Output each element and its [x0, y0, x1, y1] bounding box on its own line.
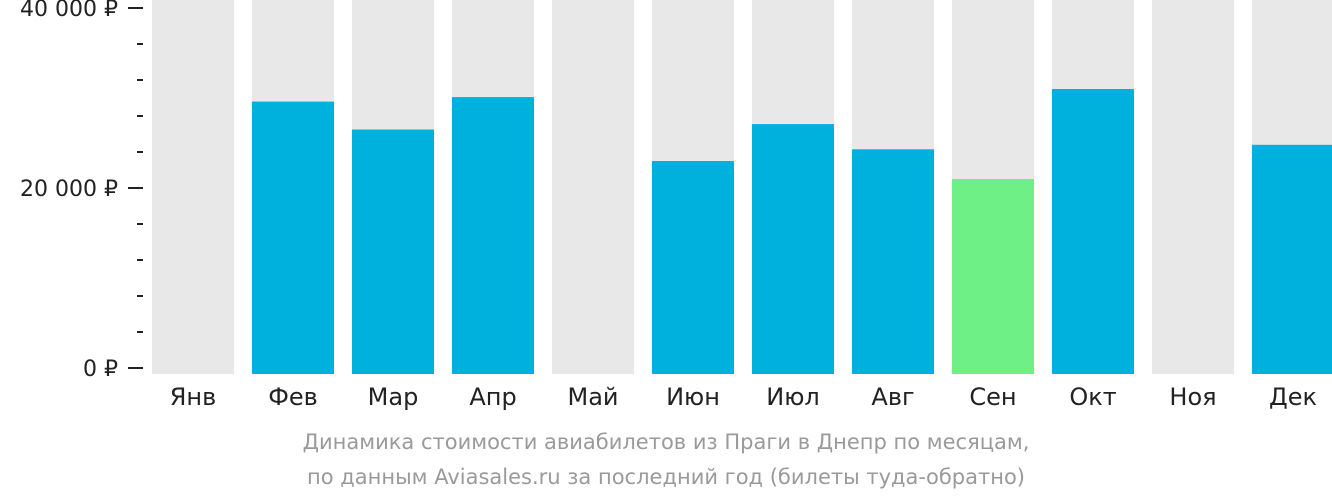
bar-background-month-1 — [152, 0, 234, 374]
y-axis: 0 ₽ 20 000 ₽ 40 000 ₽ — [20, 0, 143, 382]
x-tick-label-month-2: Фев — [268, 383, 318, 411]
x-tick-label-month-10: Окт — [1069, 383, 1116, 411]
x-tick-label-month-3: Мар — [368, 383, 419, 411]
bar-month-10[interactable] — [1052, 89, 1134, 374]
x-tick-label-month-9: Сен — [969, 383, 1016, 411]
bar-month-4[interactable] — [452, 97, 534, 374]
y-tick-label-2: 40 000 ₽ — [20, 0, 118, 22]
x-tick-label-month-11: Ноя — [1169, 383, 1216, 411]
bar-background-month-5 — [552, 0, 634, 374]
bar-month-2[interactable] — [252, 101, 334, 374]
bar-month-8[interactable] — [852, 149, 934, 374]
x-tick-label-month-12: Дек — [1269, 383, 1317, 411]
x-tick-label-month-4: Апр — [469, 383, 516, 411]
bar-month-3[interactable] — [352, 129, 434, 375]
y-tick-label-0: 0 ₽ — [83, 357, 118, 382]
bar-month-7[interactable] — [752, 124, 834, 374]
bar-background-month-11 — [1152, 0, 1234, 374]
bar-month-6[interactable] — [652, 161, 734, 374]
x-tick-label-month-6: Июн — [666, 383, 720, 411]
chart-caption-line-1: Динамика стоимости авиабилетов из Праги … — [302, 430, 1030, 454]
bar-month-12[interactable] — [1252, 144, 1332, 374]
chart-caption-line-2: по данным Aviasales.ru за последний год … — [307, 465, 1025, 489]
x-tick-label-month-8: Авг — [871, 383, 914, 411]
x-axis: Янв Фев Мар Апр Май Июн Июл Авг Сен Окт Ноя Дек — [170, 383, 1317, 411]
x-tick-label-month-5: Май — [567, 383, 618, 411]
x-tick-label-month-7: Июл — [766, 383, 820, 411]
y-tick-label-1: 20 000 ₽ — [20, 177, 118, 202]
bar-month-9[interactable] — [952, 179, 1034, 374]
data-bars — [252, 89, 1332, 374]
x-tick-label-month-1: Янв — [170, 383, 217, 411]
